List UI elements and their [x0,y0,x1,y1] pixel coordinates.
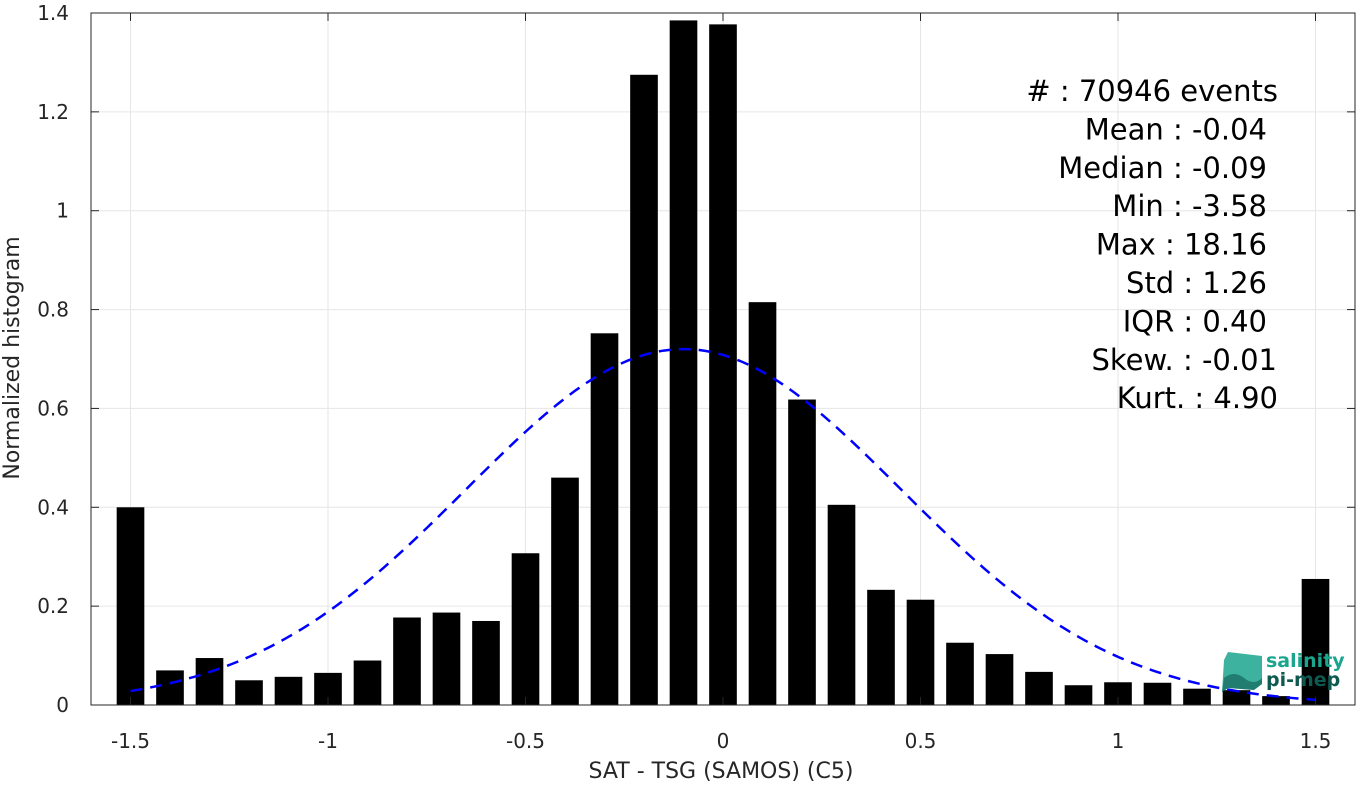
histogram-bar [472,620,500,705]
y-tick-label: 1.2 [37,100,69,124]
gaussian-fit-curve [130,347,1316,702]
logo-text-pi-mep: pi-mep [1266,669,1340,691]
stats-line: Median : -0.09 [1058,151,1267,185]
histogram-bar [946,642,974,705]
stats-line: Min : -3.58 [1112,189,1267,223]
histogram-bar [985,654,1014,705]
x-tick-label: -1 [318,729,338,753]
histogram-bar [590,333,619,705]
y-axis-title: Normalized histogram [0,236,25,479]
logo-wave-icon [1222,674,1262,692]
stats-line: Kurt. : 4.90 [1117,381,1278,415]
x-tick-label: -0.5 [506,729,545,753]
histogram-bar [1143,682,1172,705]
y-tick-labels: 0 0.2 0.4 0.6 0.8 1 1.2 1.4 [37,1,69,717]
logo-text-salinity: salinity [1266,650,1345,672]
x-axis-title: SAT - TSG (SAMOS) (C5) [589,759,854,784]
stats-line: Mean : -0.04 [1085,112,1267,146]
histogram-bar [709,24,737,705]
histogram-bar [1025,671,1053,705]
histogram-bar [353,660,382,705]
histogram-bar [551,477,579,705]
histogram-bar [669,20,698,705]
histogram-bar [393,617,421,705]
histogram-bar [156,670,184,705]
histogram-bar [906,599,935,705]
axis-ticks [91,12,1355,706]
stats-line: # : 70946 events [1026,74,1278,108]
histogram-bar [1064,685,1093,705]
y-tick-label: 0 [56,693,69,717]
y-tick-label: 1 [56,199,69,223]
x-tick-label: 1.5 [1300,729,1332,753]
histogram-bars [116,20,1330,706]
y-tick-label: 0.4 [37,495,69,519]
histogram-bar [116,507,145,705]
y-tick-label: 0.6 [37,396,69,420]
histogram-bar [1301,578,1330,705]
histogram-bar [274,676,303,705]
y-tick-label: 0.2 [37,594,69,618]
histogram-bar [195,658,224,705]
salinity-pi-mep-logo: salinity pi-mep [1222,650,1345,692]
y-tick-label: 1.4 [37,1,69,25]
x-tick-label: 1 [1112,729,1125,753]
x-tick-label: 0.5 [905,729,937,753]
histogram-bar [867,589,895,705]
histogram-bar [788,399,816,705]
stats-line: Skew. : -0.01 [1091,343,1277,377]
histogram-bar [235,680,263,705]
x-tick-label: -1.5 [111,729,150,753]
histogram-bar [748,302,777,705]
stats-line: Max : 18.16 [1096,228,1267,262]
y-tick-label: 0.8 [37,298,69,322]
stats-line: IQR : 0.40 [1123,304,1267,338]
histogram-bar [511,553,540,705]
histogram-bar [827,504,856,705]
histogram-bar [1104,682,1132,705]
x-tick-labels: -1.5 -1 -0.5 0 0.5 1 1.5 [111,729,1331,753]
histogram-bar [630,74,658,706]
histogram-bar [1222,690,1251,705]
stats-line: Std : 1.26 [1126,266,1267,300]
x-tick-label: 0 [717,729,730,753]
histogram-bar [1183,688,1211,705]
histogram-bar [1262,696,1290,705]
histogram-bar [432,612,461,705]
stats-box: # : 70946 events Mean : -0.04 Median : -0.… [1026,74,1278,415]
